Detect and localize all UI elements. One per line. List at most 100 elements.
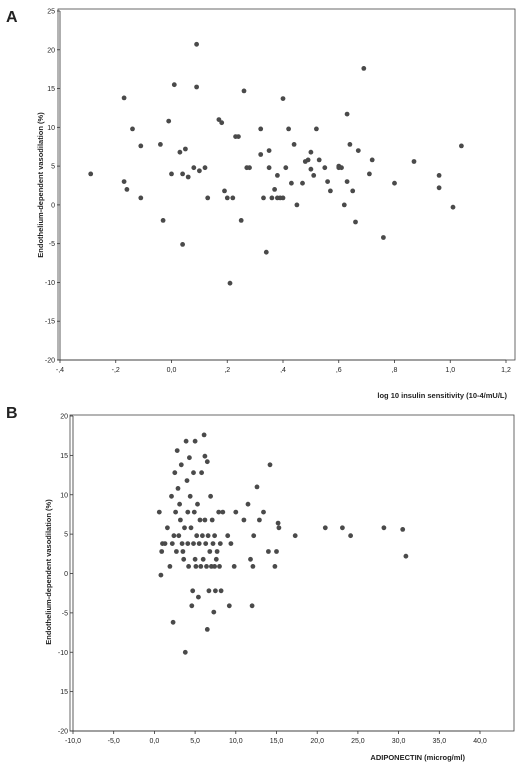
panel-b-data-point [220, 509, 226, 515]
panel-b-data-point [159, 549, 165, 554]
panel-b-data-point [200, 533, 205, 539]
panel-a-data-point [459, 143, 464, 149]
panel-a-y-tick-label: 20 [47, 47, 55, 54]
panel-a-scatter-chart: A Endothelium-dependent vasodilation (%)… [6, 9, 516, 400]
panel-b-data-point [248, 556, 253, 562]
panel-b-data-point [174, 549, 179, 554]
panel-b-data-point [156, 509, 162, 515]
panel-a-x-tick-label: -,2 [112, 367, 120, 374]
panel-b-data-point [193, 564, 199, 569]
panel-b-data-point [176, 533, 182, 539]
panel-b-data-point [190, 588, 196, 594]
panel-b-data-point [208, 493, 214, 499]
panel-a-y-tick-label: -5 [49, 241, 55, 248]
panel-b-data-point [191, 541, 196, 546]
panel-b-data-point [381, 525, 387, 531]
panel-a-data-point [308, 149, 314, 155]
panel-a-y-tick-label: 25 [47, 9, 55, 16]
panel-a-x-tick-label: ,6 [336, 367, 342, 374]
panel-a-data-point [411, 159, 417, 164]
panel-b-data-point [257, 517, 262, 523]
panel-a-data-point [158, 142, 163, 147]
panel-b-data-point [197, 517, 203, 523]
panel-a-data-point [185, 174, 191, 180]
panel-b-data-point [250, 564, 256, 569]
panel-b-data-point [191, 509, 197, 515]
panel-a-data-point [294, 202, 300, 208]
panel-b-data-point [184, 478, 190, 483]
panel-a-y-tick-label: -10 [45, 280, 55, 287]
panel-a-data-point [216, 117, 222, 122]
panel-a-data-point [392, 180, 397, 186]
panel-b-data-point [174, 448, 180, 453]
panel-b-data-point [214, 549, 220, 554]
panel-a-y-tick-label: -15 [45, 319, 55, 326]
panel-a-x-axis-label: log 10 insulin sensitivity (10-4/mU/L) [377, 391, 507, 400]
panel-a-data-point [205, 195, 211, 201]
panel-b-data-point [195, 501, 200, 507]
panel-a-data-point [361, 66, 367, 71]
panel-a-data-point [341, 202, 347, 208]
panel-b-data-point [276, 525, 282, 531]
panel-b-data-point [187, 493, 193, 499]
panel-b-x-tick-label: 25,0 [351, 738, 365, 745]
panel-a-data-point [261, 195, 266, 201]
panel-b-data-point [188, 525, 194, 531]
panel-b-data-point [213, 556, 219, 562]
panel-b-data-point [209, 517, 215, 523]
panel-b-data-point [178, 462, 184, 468]
panel-b-data-point [177, 501, 183, 507]
panel-a-y-axis-label: Endothelium-dependent vasodilation (%) [36, 112, 45, 258]
panel-a-data-point [291, 142, 297, 147]
panel-b-data-point [225, 533, 231, 539]
panel-b-data-point [201, 432, 207, 438]
panel-b-data-point [185, 541, 191, 546]
panel-b-data-point [340, 525, 345, 531]
panel-a-data-point [339, 165, 344, 171]
panel-a-data-point [130, 126, 135, 132]
panel-b-data-point [179, 541, 185, 546]
panel-a-x-tick-label: 1,2 [501, 367, 511, 374]
panel-b-data-point [196, 541, 202, 546]
panel-a-data-point [138, 195, 144, 201]
panel-a-letter: A [6, 9, 18, 26]
panel-b-data-point [275, 520, 281, 526]
panel-b-data-point [217, 564, 222, 569]
panel-a-data-point [166, 118, 172, 124]
panel-b-data-point [204, 459, 210, 465]
panel-b-y-tick-label: 20 [60, 414, 68, 421]
panel-b-data-point [218, 588, 224, 594]
panel-b-data-point [205, 533, 211, 539]
panel-a-data-point [258, 152, 264, 157]
panel-a-data-point [241, 88, 247, 94]
panel-b-data-point [187, 455, 192, 461]
panel-a-data-point [230, 195, 236, 201]
panel-a-data-point [367, 171, 372, 177]
panel-b-y-axis-label: Endothelium-dependent vasodilation (%) [44, 499, 53, 645]
panel-a-x-tick-label: -,4 [56, 367, 64, 374]
panel-b-data-point [292, 533, 298, 539]
panel-a-data-point [180, 242, 186, 247]
panel-a-data-point [355, 148, 361, 154]
panel-a-data-point [316, 157, 322, 163]
panel-a-data-point [269, 195, 275, 201]
panel-a-data-point [450, 204, 456, 210]
panel-b-data-point [167, 564, 173, 569]
panel-b-plot-frame [69, 414, 515, 732]
panel-a-data-point [138, 143, 144, 149]
panel-b-data-point [212, 533, 218, 539]
panel-b-x-tick-label: -5,0 [108, 738, 120, 745]
panel-b-data-point [254, 484, 260, 490]
panel-a-data-point [224, 195, 230, 201]
panel-a-data-point [236, 134, 241, 140]
panel-a-data-point [88, 171, 94, 177]
panel-a-y-tick-label: 15 [47, 86, 55, 93]
panel-a-data-point [180, 171, 186, 177]
panel-a-data-point [325, 179, 330, 185]
panel-a-data-point [308, 166, 314, 172]
panel-a-data-point [124, 187, 130, 192]
panel-b-data-point [348, 533, 353, 539]
panel-a-data-point [436, 185, 442, 191]
panel-b-data-point [199, 470, 205, 476]
panel-a-data-point [169, 171, 174, 177]
